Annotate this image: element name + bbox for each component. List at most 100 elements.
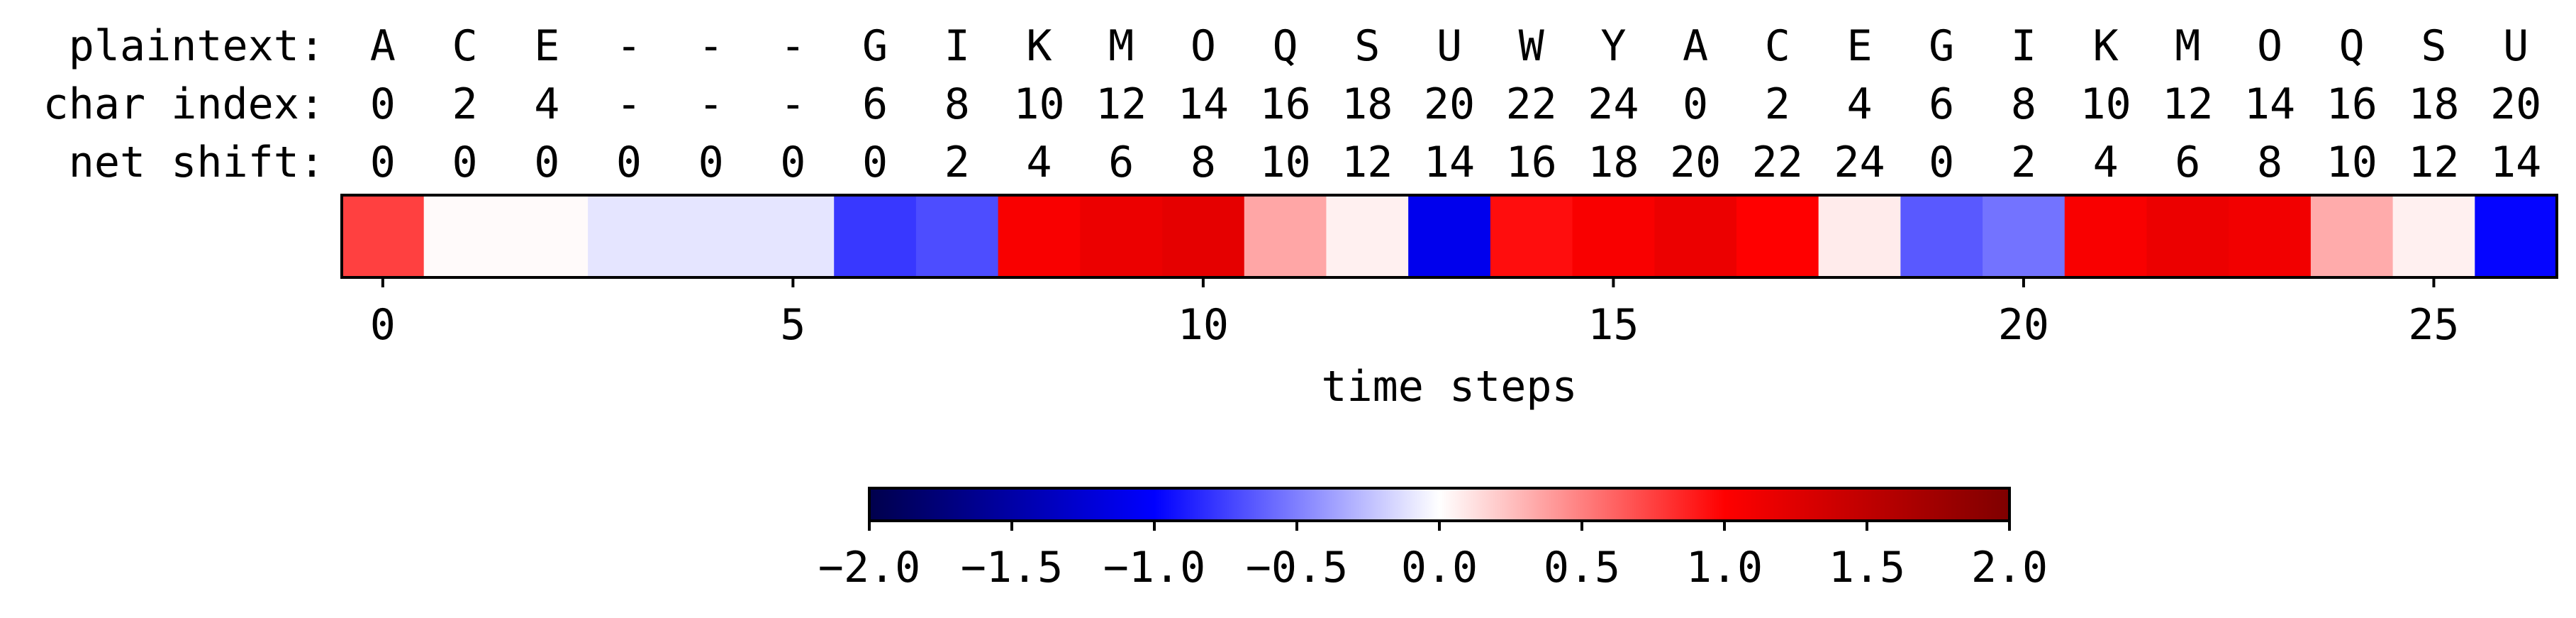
plaintext-char: O xyxy=(2257,21,2282,71)
heatmap-cell xyxy=(588,195,671,277)
heatmap-cell xyxy=(1983,195,2065,277)
char-index-value: 18 xyxy=(2408,79,2459,129)
plaintext-char: K xyxy=(2093,21,2119,71)
plaintext-char: I xyxy=(2011,21,2036,71)
plaintext-char: O xyxy=(1191,21,1216,71)
plaintext-char: W xyxy=(1519,21,1545,71)
net-shift-value: 8 xyxy=(2257,138,2282,187)
heatmap-cell xyxy=(2229,195,2312,277)
char-index-value: 20 xyxy=(2490,79,2541,129)
char-index-value: 14 xyxy=(1178,79,1229,129)
plaintext-char: U xyxy=(1437,21,1462,71)
heatmap-cell xyxy=(1900,195,1983,277)
plaintext-char: Q xyxy=(2339,21,2365,71)
net-shift-value: 10 xyxy=(1259,138,1310,187)
heatmap-cell xyxy=(2475,195,2558,277)
char-index-value: 24 xyxy=(1588,79,1639,129)
plaintext-char: M xyxy=(1108,21,1134,71)
plaintext-char: I xyxy=(944,21,970,71)
net-shift-value: 6 xyxy=(2175,138,2200,187)
net-shift-value: 0 xyxy=(780,138,805,187)
net-shift-value: 12 xyxy=(1342,138,1393,187)
net-shift-value: 0 xyxy=(370,138,396,187)
net-shift-row: 0 0 0 0 0 0 0 2 4 6 8 10 12 14 16 18 20 22 24 0 2 4 6 8 10 12 14 xyxy=(370,138,2541,187)
heatmap-cell xyxy=(1654,195,1737,277)
char-index-value: 6 xyxy=(1929,79,1954,129)
plaintext-char: - xyxy=(616,21,642,71)
heatmap-cell xyxy=(1080,195,1163,277)
row-label-char-index: char index: xyxy=(43,79,325,129)
char-index-value: 8 xyxy=(944,79,970,129)
char-index-value: 12 xyxy=(1095,79,1147,129)
char-index-value: 0 xyxy=(1683,79,1708,129)
heatmap-cell xyxy=(1818,195,1901,277)
colorbar-tick-label: 2.0 xyxy=(1971,543,2048,592)
heatmap-border xyxy=(340,194,2558,279)
char-index-value: 12 xyxy=(2162,79,2213,129)
net-shift-value: 10 xyxy=(2326,138,2377,187)
colorbar-tick-label: 1.5 xyxy=(1829,543,1905,592)
plaintext-char: A xyxy=(1683,21,1708,71)
heatmap-cell xyxy=(506,195,589,277)
char-index-value: 2 xyxy=(1765,79,1790,129)
net-shift-value: 16 xyxy=(1506,138,1557,187)
colorbar-tick-label: 1.0 xyxy=(1686,543,1763,592)
net-shift-value: 0 xyxy=(862,138,888,187)
plaintext-char: E xyxy=(1846,21,1872,71)
net-shift-value: 20 xyxy=(1670,138,1721,187)
net-shift-value: 4 xyxy=(1026,138,1052,187)
colorbar-ticks: −2.0 −1.5 −1.0 −0.5 0.0 0.5 1.0 1.5 2.0 xyxy=(818,521,2048,592)
char-index-value: 8 xyxy=(2011,79,2036,129)
net-shift-value: 22 xyxy=(1752,138,1803,187)
plaintext-char: Q xyxy=(1273,21,1298,71)
net-shift-value: 6 xyxy=(1108,138,1134,187)
plaintext-char: U xyxy=(2503,21,2528,71)
x-tick-label: 25 xyxy=(2408,300,2459,350)
char-index-value: 18 xyxy=(1342,79,1393,129)
char-index-value: 4 xyxy=(534,79,559,129)
plaintext-char: K xyxy=(1026,21,1052,71)
net-shift-value: 2 xyxy=(944,138,970,187)
row-labels: plaintext: char index: net shift: xyxy=(43,21,325,187)
char-index-value: 10 xyxy=(2080,79,2131,129)
net-shift-value: 0 xyxy=(1929,138,1954,187)
x-tick-label: 5 xyxy=(780,300,805,350)
heatmap-cell xyxy=(2310,195,2394,277)
x-axis-ticks: 0 5 10 15 20 25 xyxy=(370,277,2460,350)
heatmap-cell xyxy=(1244,195,1327,277)
heatmap-cell xyxy=(1162,195,1245,277)
net-shift-value: 12 xyxy=(2408,138,2459,187)
colorbar-tick-label: −0.5 xyxy=(1246,543,1349,592)
char-index-value: 14 xyxy=(2244,79,2295,129)
char-index-value: 16 xyxy=(1259,79,1310,129)
colorbar-tick-label: −1.5 xyxy=(961,543,1064,592)
char-index-value: - xyxy=(698,79,724,129)
plaintext-char: E xyxy=(534,21,559,71)
char-index-value: - xyxy=(780,79,805,129)
plaintext-char: - xyxy=(698,21,724,71)
plaintext-char: M xyxy=(2175,21,2200,71)
colorbar-tick-label: −1.0 xyxy=(1103,543,1206,592)
colorbar-tick-label: −2.0 xyxy=(818,543,921,592)
net-shift-value: 4 xyxy=(2093,138,2119,187)
char-index-value: 4 xyxy=(1846,79,1872,129)
net-shift-value: 0 xyxy=(616,138,642,187)
plaintext-char: G xyxy=(1929,21,1954,71)
heatmap-cell xyxy=(2146,195,2229,277)
x-tick-label: 10 xyxy=(1178,300,1229,350)
net-shift-value: 24 xyxy=(1834,138,1885,187)
colorbar-tick-label: 0.0 xyxy=(1401,543,1478,592)
heatmap-cell xyxy=(915,195,999,277)
heatmap-cell xyxy=(2392,195,2475,277)
x-tick-label: 0 xyxy=(370,300,396,350)
x-tick-label: 15 xyxy=(1588,300,1639,350)
net-shift-value: 18 xyxy=(1588,138,1639,187)
heatmap-cell xyxy=(834,195,917,277)
heatmap-cell xyxy=(1490,195,1573,277)
plaintext-char: S xyxy=(1354,21,1380,71)
char-index-row: 0 2 4- - -6 8 10 12 14 16 18 20 22 24 0 2 4 6 8 10 12 14 16 18 2… xyxy=(370,79,2541,129)
char-index-value: 2 xyxy=(452,79,477,129)
net-shift-value: 8 xyxy=(1191,138,1216,187)
